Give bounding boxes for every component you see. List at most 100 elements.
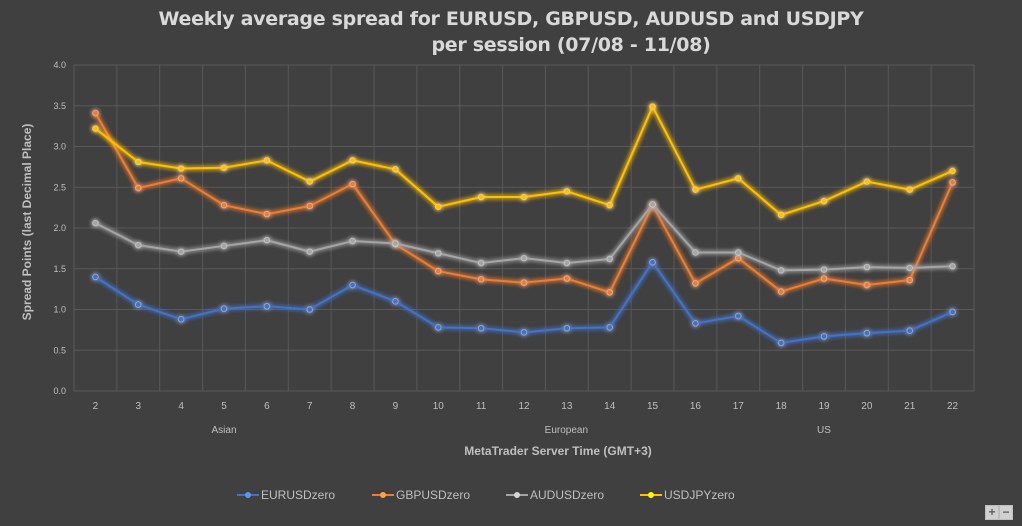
data-point [477,259,485,267]
x-tick-label: 15 [647,401,659,412]
x-tick-label: 22 [947,401,959,412]
data-point [734,249,742,256]
data-point [434,203,442,211]
data-point [263,157,271,164]
data-point [349,180,356,188]
data-point [477,276,485,283]
y-tick-label: 1.5 [53,264,66,274]
legend-swatch [372,494,394,496]
y-tick-label: 4.0 [53,60,66,70]
x-tick-label: 6 [264,401,270,412]
data-point [649,103,656,110]
data-point [563,188,571,195]
data-point [949,179,956,186]
data-point [220,242,228,250]
data-point [177,315,185,323]
series-lines [92,103,956,347]
data-point [777,211,785,219]
data-point [649,201,656,208]
chart-title: Weekly average spread for EURUSD, GBPUSD… [0,6,1022,58]
data-point [606,289,614,296]
data-point [263,210,271,218]
data-point [606,201,614,209]
data-point [563,275,571,282]
data-point [949,263,956,270]
x-tick-label: 16 [690,401,702,412]
x-tick-label: 20 [861,401,873,412]
x-tick-label: 10 [433,401,445,412]
data-point [220,201,228,209]
legend-item: GBPUSDzero [372,488,470,502]
data-point [477,324,485,332]
data-point [906,276,914,284]
x-tick-label: 9 [393,401,399,412]
series-gbpusdzero [92,109,956,296]
y-tick-label: 1.0 [53,305,66,315]
data-point [349,237,356,245]
data-point [734,174,742,182]
series-usdjpyzero [92,103,956,219]
series-audusdzero [92,201,956,274]
legend-swatch [237,494,259,496]
data-point [692,249,699,256]
data-point [92,273,99,281]
data-point [263,236,271,244]
zoom-out-button[interactable]: − [999,505,1013,520]
data-point [92,125,99,132]
x-tick-label: 18 [776,401,788,412]
data-point [863,178,871,185]
data-point [863,263,871,271]
x-tick-label: 12 [518,401,530,412]
data-point [177,165,185,172]
data-point [820,275,828,282]
data-point [949,308,956,316]
x-tick-label: 14 [604,401,616,412]
legend-item: USDJPYzero [640,488,735,502]
x-tick-label: 17 [733,401,745,412]
data-point [220,305,228,312]
x-tick-label: 4 [178,401,184,412]
data-point [520,279,528,286]
x-tick-label: 21 [904,401,916,412]
data-point [477,193,485,201]
chart-subtitle: per session (07/08 - 11/08) [431,34,711,56]
data-point [692,280,699,287]
data-point [563,324,571,332]
legend-label: GBPUSDzero [396,488,471,502]
data-point [520,254,528,262]
legend-label: USDJPYzero [664,488,735,502]
data-point [92,219,99,227]
y-tick-label: 0.0 [53,386,66,396]
x-tick-label: 7 [307,401,313,412]
data-point [520,329,528,336]
data-point [606,255,614,263]
x-tick-labels: 2 3 4 5 6 7 8 9 10 11 12 13 14 15 16 17 18 19 20 21 22 [93,401,959,412]
data-point [777,288,785,295]
data-point [306,178,314,185]
data-point [906,186,914,193]
data-point [520,193,528,201]
legend-swatch [506,494,528,496]
data-point [134,158,142,166]
data-point [906,264,914,272]
data-point [349,157,356,164]
y-tick-label: 3.5 [53,101,66,111]
data-point [649,258,656,266]
session-labels: Asian European US [211,425,831,436]
data-point [349,281,356,289]
x-tick-label: 5 [221,401,227,412]
data-point [863,281,871,289]
data-point [134,184,142,192]
chart-title-line1: Weekly average spread for EURUSD, GBPUSD… [158,8,864,30]
data-point [563,259,571,267]
data-point [392,298,399,305]
zoom-in-button[interactable]: + [985,505,999,520]
x-tick-label: 19 [818,401,830,412]
x-tick-label: 11 [476,401,487,412]
data-point [863,329,871,337]
legend-label: EURUSDzero [261,488,336,502]
data-point [949,167,956,175]
data-point [177,174,185,182]
legend-item: EURUSDzero [237,488,335,502]
